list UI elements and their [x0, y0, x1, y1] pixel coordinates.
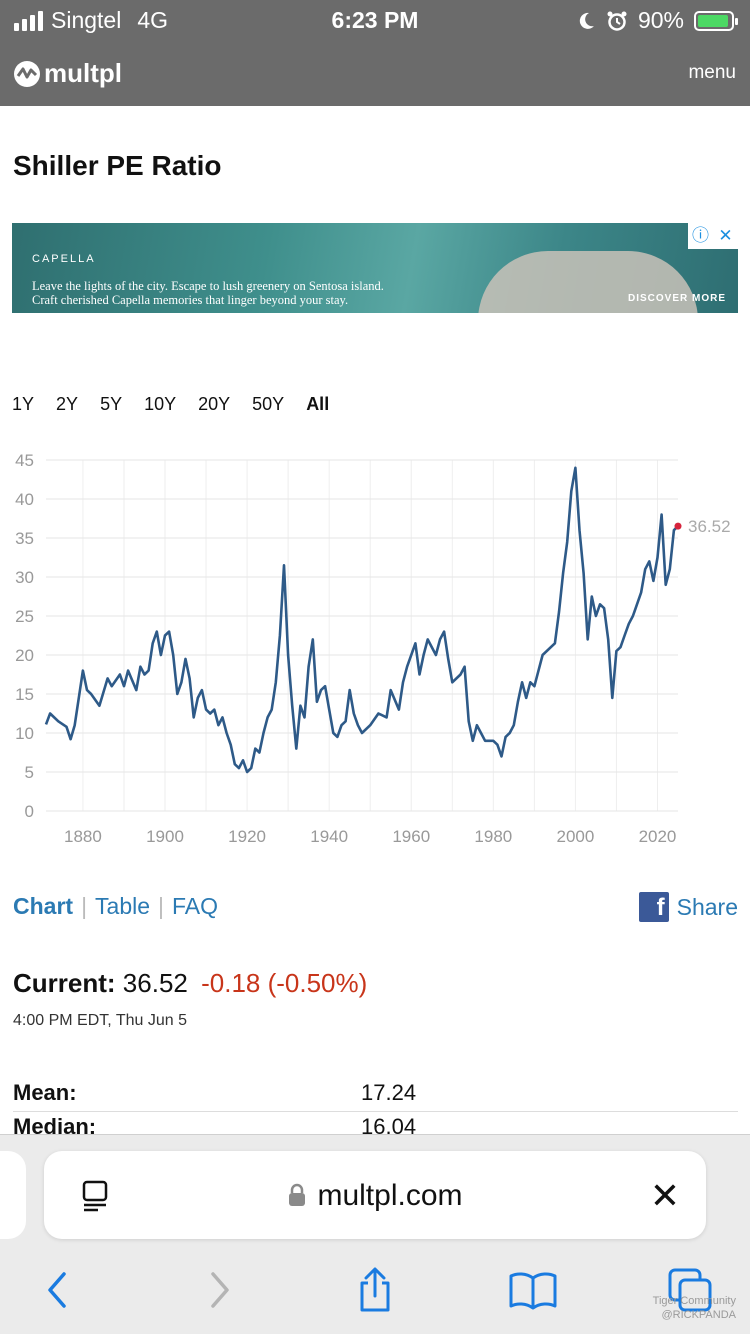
logo-wave-icon: [14, 60, 40, 87]
ad-line-1: Leave the lights of the city. Escape to …: [32, 279, 384, 293]
chart-link[interactable]: Chart: [13, 893, 74, 919]
current-number: 36.52: [122, 968, 188, 998]
site-header: multpl menu: [0, 50, 750, 100]
stat-row-mean: Mean: 17.24: [13, 1078, 738, 1112]
share-sheet-button[interactable]: [350, 1265, 400, 1315]
tabs-button[interactable]: [665, 1265, 715, 1315]
x-tick-label: 1960: [392, 827, 430, 846]
domain-text: multpl.com: [317, 1179, 463, 1212]
range-button-2y[interactable]: 2Y: [56, 394, 79, 414]
watermark: Tiger Community @RICKPANDA: [652, 1295, 736, 1321]
close-icon[interactable]: ✕: [649, 1175, 680, 1216]
y-tick-label: 15: [15, 685, 34, 704]
back-button[interactable]: [32, 1265, 82, 1315]
moon-icon: [579, 12, 594, 29]
faq-link[interactable]: FAQ: [172, 893, 219, 919]
x-tick-label: 1940: [310, 827, 348, 846]
x-tick-label: 2020: [639, 827, 677, 846]
y-tick-label: 5: [25, 763, 34, 782]
x-tick-label: 1900: [146, 827, 184, 846]
chevron-right-icon: [211, 1272, 229, 1308]
range-selector: 1Y 2Y 5Y 10Y 20Y 50Y All: [12, 394, 351, 415]
site-logo[interactable]: multpl: [14, 58, 122, 89]
y-tick-label: 25: [15, 607, 34, 626]
ad-line-2: Craft cherished Capella memories that li…: [32, 293, 349, 307]
range-button-all[interactable]: All: [306, 394, 330, 414]
browser-toolbar: [0, 1265, 750, 1315]
signal-icon: [14, 10, 43, 31]
ad-copy: Leave the lights of the city. Escape to …: [32, 279, 384, 307]
x-tick-label: 2000: [556, 827, 594, 846]
status-bar: Singtel 4G 6:23 PM 90%: [0, 0, 750, 42]
stats-table: Mean: 17.24 Median: 16.04: [13, 1078, 738, 1146]
y-tick-label: 45: [15, 451, 34, 470]
link-separator: |: [158, 893, 165, 919]
current-value: Current: 36.52 -0.18 (-0.50%): [13, 968, 367, 999]
last-value-marker: [674, 522, 682, 530]
top-bar: Singtel 4G 6:23 PM 90% multpl menu: [0, 0, 750, 106]
ad-brand: CAPELLA: [32, 253, 96, 265]
range-button-1y[interactable]: 1Y: [12, 394, 35, 414]
range-button-10y[interactable]: 10Y: [144, 394, 177, 414]
range-button-20y[interactable]: 20Y: [198, 394, 231, 414]
carrier-name: Singtel: [51, 7, 122, 33]
series-line-shiller-pe: [44, 466, 679, 774]
menu-link[interactable]: menu: [688, 62, 736, 83]
x-tick-label: 1980: [474, 827, 512, 846]
tabs-icon: [668, 1268, 712, 1312]
range-button-5y[interactable]: 5Y: [100, 394, 123, 414]
table-link[interactable]: Table: [95, 893, 151, 919]
alarm-icon: [607, 11, 627, 31]
link-separator: |: [81, 893, 88, 919]
range-button-50y[interactable]: 50Y: [252, 394, 285, 414]
shiller-pe-chart: 0 5 10 15 20 25 30 35 40 45 1880 1900 1920 1940 1960 19…: [15, 451, 731, 846]
share-icon: [360, 1267, 390, 1312]
book-icon: [509, 1272, 557, 1310]
view-links: Chart | Table | FAQ: [13, 893, 218, 920]
y-tick-label: 10: [15, 724, 34, 743]
battery-icon: [694, 10, 738, 31]
chevron-left-icon: [48, 1272, 66, 1308]
share-label: Share: [676, 893, 738, 920]
network-type: 4G: [137, 7, 169, 33]
facebook-icon: f: [638, 892, 669, 922]
browser-bottom-bar: multpl.com ✕ Tiger Community @RICKPANDA: [0, 1134, 750, 1334]
page-menu-icon[interactable]: [80, 1179, 110, 1213]
y-tick-label: 40: [15, 490, 34, 509]
x-tick-label: 1920: [228, 827, 266, 846]
url-display[interactable]: multpl.com: [44, 1179, 706, 1213]
y-tick-label: 35: [15, 529, 34, 548]
info-icon[interactable]: ⓘ: [692, 226, 709, 245]
page-title: Shiller PE Ratio: [13, 150, 222, 181]
stat-value: 17.24: [361, 1080, 417, 1105]
stat-label: Mean:: [13, 1080, 77, 1105]
x-tick-label: 1880: [64, 827, 102, 846]
ad-umbrella-graphic: [478, 251, 698, 313]
lock-icon: [289, 1183, 306, 1206]
y-tick-label: 0: [25, 802, 34, 821]
current-label: Current:: [13, 968, 116, 998]
battery-percent: 90%: [637, 7, 684, 33]
forward-button[interactable]: [195, 1265, 245, 1315]
current-timestamp: 4:00 PM EDT, Thu Jun 5: [13, 1012, 188, 1029]
previous-tab-preview[interactable]: [0, 1151, 26, 1239]
close-icon[interactable]: ✕: [718, 226, 733, 245]
y-tick-label: 30: [15, 568, 34, 587]
last-value-label: 36.52: [688, 517, 731, 536]
share-button[interactable]: f Share: [638, 892, 738, 922]
logo-text: multpl: [44, 58, 122, 88]
current-change: -0.18 (-0.50%): [201, 968, 368, 998]
ad-banner[interactable]: CAPELLA Leave the lights of the city. Es…: [12, 223, 738, 313]
ad-cta-button[interactable]: DISCOVER MORE: [627, 293, 726, 304]
clock: 6:23 PM: [331, 7, 419, 33]
bookmarks-button[interactable]: [508, 1265, 558, 1315]
address-bar[interactable]: multpl.com ✕: [44, 1151, 706, 1239]
y-tick-label: 20: [15, 646, 34, 665]
